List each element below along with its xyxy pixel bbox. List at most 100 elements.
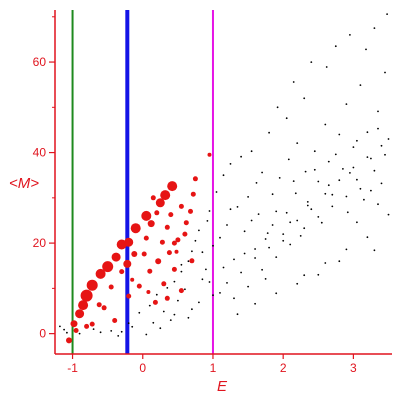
data-point-s2-141 [180, 263, 183, 266]
data-point-s2-1 [59, 325, 61, 328]
data-point-s2-85 [152, 321, 155, 324]
data-point-s2-75 [365, 48, 367, 51]
data-point-s2-121 [324, 262, 327, 264]
data-point-s2-87 [177, 299, 179, 302]
data-point-s1-42 [141, 251, 147, 257]
data-point-s2-47 [285, 117, 288, 120]
data-point-s2-2 [63, 328, 65, 331]
data-point-s2-135 [264, 238, 267, 240]
data-point-s2-152 [117, 335, 120, 337]
data-point-s1-30 [101, 305, 107, 311]
data-point-s2-49 [289, 221, 292, 224]
data-point-s2-27 [226, 224, 228, 226]
data-point-s2-104 [145, 333, 148, 336]
data-point-s2-59 [317, 180, 320, 183]
x-tick-label-4: 2 [280, 361, 287, 375]
data-point-s2-147 [313, 168, 316, 171]
data-point-s1-9 [116, 239, 127, 250]
data-point-s2-129 [317, 273, 320, 276]
tick-labels: -1 0 1 2 3 0 20 40 60 [33, 55, 357, 375]
x-tick-label-1: -1 [67, 361, 78, 375]
x-tick-label-2: 0 [139, 361, 146, 375]
data-point-s1-47 [73, 328, 79, 333]
data-point-s2-95 [275, 256, 278, 258]
data-point-s1-48 [66, 337, 72, 344]
data-point-s1-36 [136, 283, 142, 289]
data-point-s2-142 [201, 251, 204, 254]
data-point-s2-30 [236, 206, 239, 208]
data-point-s1-45 [190, 191, 196, 197]
data-point-s2-23 [212, 244, 214, 247]
data-point-s2-117 [352, 166, 355, 169]
data-point-s1-20 [155, 258, 162, 265]
data-point-s2-112 [282, 233, 285, 236]
data-point-s2-54 [303, 97, 306, 100]
data-point-s2-39 [264, 278, 267, 280]
data-point-s2-73 [359, 84, 362, 86]
data-point-s2-13 [173, 280, 176, 283]
data-point-s2-22 [208, 210, 211, 212]
data-point-s2-57 [310, 61, 313, 63]
data-point-s2-46 [282, 239, 285, 242]
data-point-s2-63 [327, 160, 330, 163]
data-point-s2-21 [206, 220, 209, 222]
data-point-s1-55 [130, 277, 135, 282]
data-point-s2-65 [334, 45, 337, 48]
data-point-s1-26 [159, 239, 165, 245]
data-point-s1-13 [147, 220, 155, 228]
data-point-s2-150 [377, 127, 379, 130]
data-point-s2-123 [366, 236, 369, 239]
data-point-s2-128 [296, 282, 299, 285]
data-point-s2-80 [380, 182, 383, 185]
data-point-s2-77 [370, 157, 372, 160]
data-point-s2-25 [219, 236, 221, 239]
data-point-s1-11 [130, 223, 141, 234]
data-point-s1-23 [183, 220, 189, 226]
data-points [59, 13, 390, 344]
data-point-s2-35 [254, 248, 256, 250]
data-point-s2-130 [338, 260, 341, 263]
data-point-s2-41 [268, 131, 270, 134]
x-tick-label-3: 1 [210, 361, 217, 375]
data-point-s1-3 [78, 300, 89, 311]
data-point-s2-116 [338, 179, 341, 182]
data-point-s1-2 [75, 309, 85, 319]
data-point-s2-118 [366, 156, 369, 159]
data-point-s2-154 [159, 327, 162, 330]
data-point-s2-62 [325, 66, 328, 68]
data-point-s2-38 [261, 171, 263, 174]
data-point-s2-99 [331, 205, 334, 208]
data-point-s2-155 [173, 313, 176, 316]
data-point-s2-66 [338, 133, 341, 136]
data-point-s2-145 [271, 224, 274, 226]
data-point-s2-69 [346, 211, 349, 214]
data-point-s2-52 [296, 142, 299, 145]
data-point-s1-14 [155, 198, 165, 208]
data-point-s2-102 [373, 169, 376, 172]
data-point-s1-8 [111, 252, 121, 262]
data-point-s2-143 [229, 208, 232, 211]
data-point-s2-103 [384, 153, 386, 156]
data-point-s2-34 [250, 150, 253, 153]
data-point-s2-114 [310, 208, 313, 211]
data-point-s2-91 [219, 292, 221, 294]
data-point-s2-11 [155, 293, 158, 296]
data-point-s2-140 [370, 189, 372, 192]
data-point-s1-21 [166, 250, 172, 256]
data-point-s2-71 [352, 146, 355, 149]
data-point-s2-48 [287, 158, 290, 161]
data-point-s2-74 [363, 198, 365, 201]
data-point-s2-56 [306, 204, 309, 207]
data-point-s1-17 [123, 259, 132, 268]
data-point-s1-40 [84, 323, 90, 329]
data-point-s2-51 [294, 192, 297, 195]
data-point-s2-43 [275, 210, 278, 213]
data-point-s2-4 [78, 332, 81, 335]
data-point-s2-96 [289, 243, 292, 246]
data-point-s2-3 [66, 331, 68, 334]
data-point-s2-122 [345, 248, 348, 251]
data-point-s2-29 [233, 258, 235, 261]
data-point-s2-94 [261, 268, 263, 271]
data-point-s1-22 [175, 237, 181, 243]
data-point-s2-81 [384, 71, 386, 74]
